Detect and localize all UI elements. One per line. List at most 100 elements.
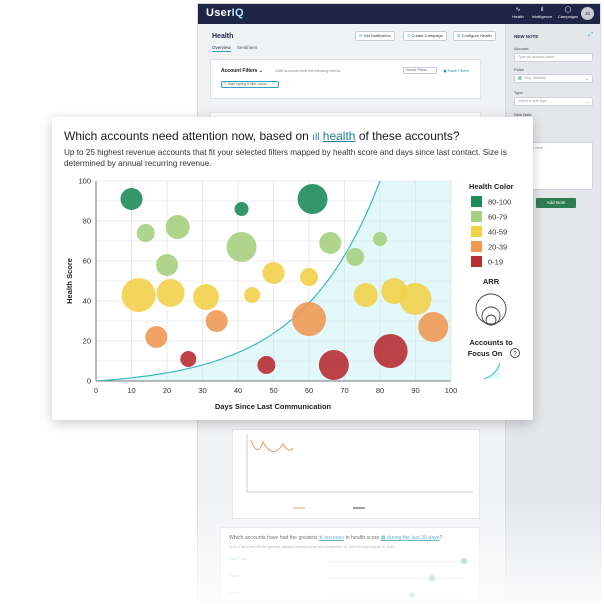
legend-label: 0-19 (488, 258, 503, 267)
y-tick-label: 0 (87, 377, 91, 386)
account-bubble[interactable] (120, 188, 143, 210)
health-trend-chart (246, 434, 473, 509)
help-icon-glyph: ? (513, 351, 517, 358)
nav-intelligence-label: Intelligence (531, 14, 553, 19)
period-filter-link[interactable]: ▦ during the last 30 days (381, 535, 440, 541)
account-bubble[interactable] (373, 334, 408, 368)
account-bubble[interactable] (418, 312, 449, 342)
account-bubble[interactable] (180, 351, 197, 367)
filter-placeholder: Start typing a filter name... (227, 82, 270, 86)
focus-zone-swatch (483, 362, 501, 380)
nav-campaigns[interactable]: ◯ Campaigns (554, 7, 582, 19)
attention-bubble-chart: 0 10 20 30 40 50 60 70 80 90 100 0 20 40 60 80 100 Days… (65, 177, 520, 411)
arr-circle-small (485, 314, 497, 326)
attention-zone (96, 181, 451, 381)
arr-circle-large (475, 293, 507, 325)
account-bubble[interactable] (244, 287, 261, 303)
list-item[interactable]: Initech (229, 590, 469, 600)
configure-health-label: Configure Health (461, 33, 492, 38)
health-trend-card (232, 429, 480, 519)
bar-chart-icon: ıl (540, 7, 544, 13)
account-bubble[interactable] (165, 215, 190, 239)
nav-intelligence[interactable]: ıl Intelligence (528, 7, 556, 19)
expand-icon[interactable]: ⤢ (588, 32, 593, 38)
list-item[interactable]: Pied Piper (229, 556, 469, 572)
account-name[interactable]: Pied Piper (229, 556, 248, 561)
account-bubble[interactable] (145, 326, 168, 348)
add-note-button[interactable]: Add Note (536, 198, 576, 208)
type-label: Type (514, 90, 523, 95)
bar-chart-icon: ıll (312, 132, 320, 143)
account-filters-dropdown[interactable]: Account Filters ⌄ (221, 68, 263, 74)
x-tick-label: 100 (445, 386, 458, 395)
threshold-curve (96, 181, 381, 381)
account-bubble[interactable] (234, 202, 249, 216)
account-bubble[interactable] (353, 283, 378, 307)
account-bubble[interactable] (205, 310, 228, 332)
help-icon[interactable]: ? (510, 348, 520, 358)
account-bubble[interactable] (121, 278, 156, 312)
filter-search-input[interactable]: ▽ Start typing a filter name... (221, 81, 279, 88)
get-notification-label: Get Notification (363, 33, 391, 38)
list-item[interactable]: Hooli (229, 573, 469, 589)
account-bubble[interactable] (136, 224, 155, 242)
legend-swatch (471, 256, 482, 267)
account-bubble[interactable] (156, 279, 185, 307)
type-select[interactable]: Select a note type ⌄ (514, 97, 593, 106)
focus-title-line1: Accounts to (469, 338, 513, 347)
change-track (329, 578, 464, 579)
y-tick-labels: 0 20 40 60 80 100 (78, 177, 91, 386)
x-tick-label: 60 (305, 386, 313, 395)
account-bubble[interactable] (156, 254, 178, 276)
health-increase-title: Which accounts have had the greatest ⇅ i… (229, 535, 443, 541)
create-campaign-button[interactable]: ⟲ Create Campaign (403, 31, 447, 41)
arr-size-legend (475, 293, 507, 326)
save-filters-button[interactable]: ▣ Save Filters (443, 68, 469, 73)
account-bubble[interactable] (262, 262, 285, 284)
account-bubble[interactable] (373, 232, 387, 246)
account-bubble[interactable] (300, 268, 318, 286)
account-bubble[interactable] (319, 232, 342, 254)
account-bubble[interactable] (346, 248, 365, 266)
chart-description: Up to 25 highest revenue accounts that f… (64, 148, 507, 168)
account-name[interactable]: Initech (229, 590, 241, 595)
account-bubble[interactable] (399, 283, 432, 315)
chevron-down-icon: ⌄ (258, 68, 263, 74)
chevron-down-icon: ⌄ (585, 99, 589, 104)
top-nav-bar: UserIQ ∿ Health ıl Intelligence ◯ Campaigns… (198, 4, 600, 24)
account-count-text: 1088 accounts meet the following criteri… (275, 69, 342, 73)
x-tick-label: 80 (376, 386, 384, 395)
health-metric-link[interactable]: health (322, 129, 356, 143)
account-name[interactable]: Hooli (229, 573, 239, 578)
avatar[interactable]: JS (581, 7, 594, 20)
account-bubble[interactable] (292, 302, 326, 336)
account-bubble[interactable] (226, 232, 257, 262)
y-axis-title: Health Score (65, 258, 74, 304)
configure-health-button[interactable]: ⚙ Configure Health (453, 31, 496, 41)
account-bubble[interactable] (318, 350, 349, 380)
account-bubble[interactable] (257, 356, 276, 374)
saved-filters-select[interactable]: Saved Filters (403, 67, 437, 74)
app-logo[interactable]: UserIQ (206, 7, 244, 19)
x-tick-label: 20 (163, 386, 171, 395)
account-filters-label: Account Filters (221, 68, 258, 74)
bc-title-increase: increase (324, 535, 345, 541)
x-tick-label: 90 (411, 386, 419, 395)
get-notification-button[interactable]: ⟳ Get Notification (355, 31, 395, 41)
legend-swatch (471, 226, 482, 237)
legend-label: 20-39 (488, 243, 507, 252)
account-bubble[interactable] (297, 184, 328, 214)
logo-text-user: User (206, 7, 232, 19)
account-input[interactable]: Type an account name (514, 53, 593, 62)
chevron-down-icon: ⌄ (585, 76, 589, 81)
tab-overview[interactable]: Overview (212, 45, 231, 52)
account-bubble[interactable] (193, 284, 220, 310)
nav-health[interactable]: ∿ Health (504, 7, 532, 19)
filter-icon: ▽ (224, 82, 228, 86)
pulse-select[interactable]: Very Satisfied ⌄ (514, 74, 593, 83)
increase-filter-link[interactable]: ⇅ increase (319, 535, 344, 541)
tab-sentiment[interactable]: Sentiment (237, 45, 258, 50)
x-axis-title: Days Since Last Communication (215, 402, 332, 411)
note-label: New Note (514, 112, 532, 117)
legend-swatch (471, 241, 482, 252)
